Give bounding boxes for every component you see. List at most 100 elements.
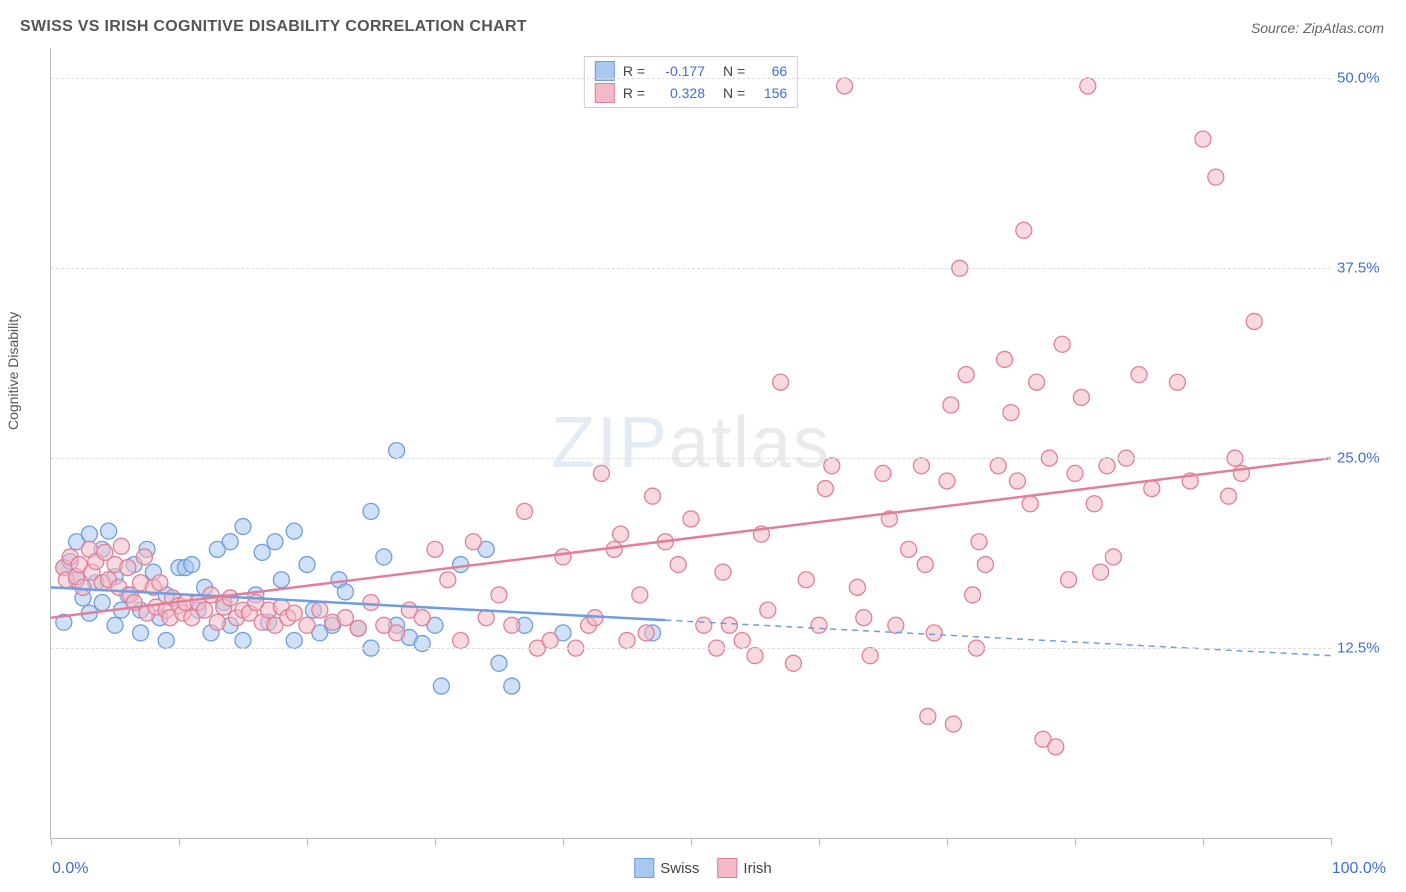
x-tick [563,838,564,846]
chart-container: SWISS VS IRISH COGNITIVE DISABILITY CORR… [0,0,1406,892]
scatter-point [133,625,149,641]
scatter-point [184,557,200,573]
scatter-point [917,557,933,573]
scatter-point [113,538,129,554]
scatter-point [1061,572,1077,588]
scatter-point [734,633,750,649]
x-max-label: 100.0% [1332,860,1386,878]
scatter-point [555,549,571,565]
legend-swatch [717,858,737,878]
scatter-point [389,443,405,459]
scatter-point [683,511,699,527]
scatter-point [453,633,469,649]
scatter-point [209,614,225,630]
scatter-point [926,625,942,641]
scatter-point [1093,564,1109,580]
legend-stats: R =-0.177N =66R =0.328N =156 [584,56,798,108]
legend-n-value: 66 [753,63,787,79]
scatter-point [1105,549,1121,565]
scatter-point [273,572,289,588]
scatter-point [965,587,981,603]
chart-title: SWISS VS IRISH COGNITIVE DISABILITY CORR… [20,18,527,36]
trend-line-extrapolated [665,620,1331,656]
scatter-point [152,575,168,591]
y-tick-label: 12.5% [1337,640,1393,657]
scatter-point [254,544,270,560]
scatter-point [760,602,776,618]
scatter-point [433,678,449,694]
scatter-point [1195,131,1211,147]
scatter-point [235,633,251,649]
scatter-point [645,488,661,504]
scatter-point [504,678,520,694]
scatter-point [517,503,533,519]
scatter-point [721,617,737,633]
scatter-point [1099,458,1115,474]
chart-svg [51,48,1331,838]
grid-line [51,78,1331,79]
y-tick-label: 50.0% [1337,70,1393,87]
scatter-point [222,534,238,550]
scatter-point [286,633,302,649]
scatter-point [817,481,833,497]
scatter-point [1048,739,1064,755]
legend-r-label: R = [623,85,645,101]
legend-item: Irish [717,858,771,878]
legend-n-label: N = [723,85,745,101]
scatter-point [107,617,123,633]
legend-series: Swiss Irish [634,858,772,878]
scatter-point [811,617,827,633]
scatter-point [1208,169,1224,185]
scatter-point [542,633,558,649]
scatter-point [337,610,353,626]
scatter-point [747,648,763,664]
scatter-point [773,374,789,390]
grid-line [51,458,1331,459]
scatter-point [1073,389,1089,405]
scatter-point [1221,488,1237,504]
scatter-point [120,560,136,576]
legend-item: Swiss [634,858,699,878]
scatter-point [136,549,152,565]
scatter-point [389,625,405,641]
scatter-point [414,636,430,652]
scatter-point [913,458,929,474]
plot-area: ZIPatlas R =-0.177N =66R =0.328N =156 12… [50,48,1331,839]
grid-line [51,268,1331,269]
scatter-point [1067,465,1083,481]
scatter-point [1144,481,1160,497]
scatter-point [1080,78,1096,94]
scatter-point [958,367,974,383]
scatter-point [299,557,315,573]
scatter-point [1086,496,1102,512]
x-min-label: 0.0% [52,860,88,878]
scatter-point [427,541,443,557]
scatter-point [453,557,469,573]
scatter-point [491,587,507,603]
scatter-point [286,523,302,539]
legend-r-label: R = [623,63,645,79]
scatter-point [638,625,654,641]
scatter-point [1003,405,1019,421]
scatter-point [376,549,392,565]
scatter-point [81,526,97,542]
scatter-point [1169,374,1185,390]
scatter-point [888,617,904,633]
scatter-point [337,584,353,600]
y-tick-label: 37.5% [1337,260,1393,277]
scatter-point [997,351,1013,367]
scatter-point [1022,496,1038,512]
trend-line [51,458,1331,618]
x-tick [435,838,436,846]
x-tick [51,838,52,846]
x-tick [1075,838,1076,846]
scatter-point [363,595,379,611]
scatter-point [1016,222,1032,238]
scatter-point [785,655,801,671]
scatter-point [235,519,251,535]
scatter-point [939,473,955,489]
scatter-point [1009,473,1025,489]
scatter-point [849,579,865,595]
x-tick [691,838,692,846]
legend-label: Irish [743,860,771,877]
